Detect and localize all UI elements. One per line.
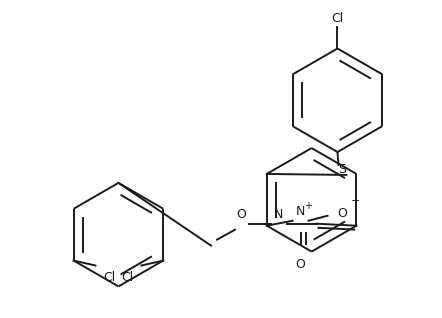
Text: −: − [351,196,360,206]
Text: S: S [339,163,347,176]
Text: O: O [236,208,246,221]
Text: Cl: Cl [103,271,116,284]
Text: N: N [296,205,305,218]
Text: O: O [296,258,305,271]
Text: O: O [337,207,347,220]
Text: Cl: Cl [332,11,343,24]
Text: +: + [304,201,312,211]
Text: N: N [274,208,283,221]
Text: Cl: Cl [121,271,133,284]
